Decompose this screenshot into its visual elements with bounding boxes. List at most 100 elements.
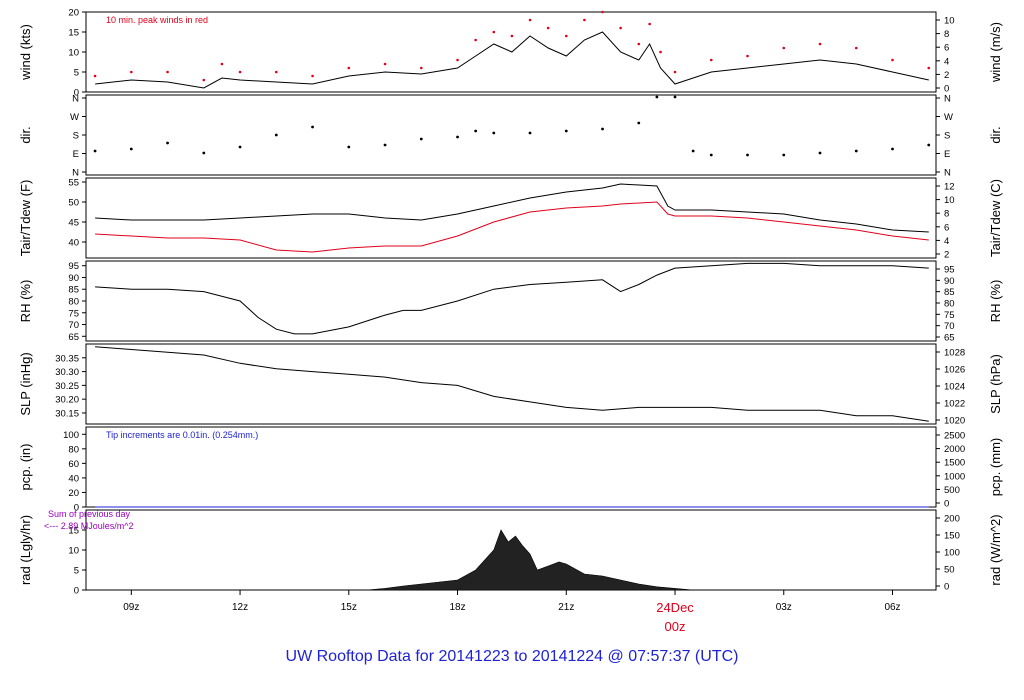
panel-frame xyxy=(85,260,937,342)
footer-title: UW Rooftop Data for 20141223 to 20141224… xyxy=(285,648,739,665)
direction-point xyxy=(383,143,387,147)
peak-wind-point xyxy=(637,42,641,46)
y-tick-label: 10 xyxy=(68,48,79,59)
direction-point xyxy=(311,125,314,129)
panel-frame xyxy=(85,343,937,425)
direction-point xyxy=(891,147,894,151)
x-tick-label: 06z xyxy=(884,602,900,613)
peak-wind-point xyxy=(202,78,206,82)
peak-wind-point xyxy=(927,66,931,70)
peak-wind-point xyxy=(238,70,242,74)
y-axis-label-right: pcp. (mm) xyxy=(988,438,1003,497)
y-tick-label: 30.25 xyxy=(55,381,79,392)
peak-wind-point xyxy=(709,58,713,62)
direction-point xyxy=(818,151,822,155)
y-tick-label: 75 xyxy=(68,308,79,319)
y-tick-label-right: 1028 xyxy=(944,348,965,359)
y-tick-label-right: 70 xyxy=(944,321,955,332)
y-axis-label-right: rad (W/m^2) xyxy=(988,514,1003,585)
y-tick-label: 30.15 xyxy=(55,408,79,419)
peak-wind-point xyxy=(419,66,423,70)
radiation-annotation: <--- 2.89 MJoules/m^2 xyxy=(44,521,134,531)
y-tick-label: 20 xyxy=(68,488,79,499)
x-tick-label: 21z xyxy=(558,602,574,613)
y-tick-label-right: 1022 xyxy=(944,399,965,410)
direction-point xyxy=(492,131,496,135)
y-tick-label: 55 xyxy=(68,178,79,189)
panel-wind: wind (kts) wind (m/s) 0 5 10 15 20 0 2 4 6 8 10 10 mi… xyxy=(18,8,1003,99)
peak-wind-point xyxy=(347,66,351,70)
y-tick-label: 40 xyxy=(68,238,79,249)
peak-wind-point xyxy=(492,30,496,34)
y-tick-label: 40 xyxy=(68,473,79,484)
y-tick-label-right: 50 xyxy=(944,565,955,576)
panel-pcp: pcp. (in) pcp. (mm)0204060801000500100015… xyxy=(18,426,1003,514)
peak-wind-point xyxy=(854,46,858,50)
y-tick-label: 20 xyxy=(68,8,79,19)
y-tick-label-right: 1000 xyxy=(944,471,965,482)
y-tick-label-right: 2500 xyxy=(944,431,965,442)
panel-rad: rad (Lgly/hr) rad (W/m^2)0510150501001502… xyxy=(18,509,1003,597)
y-tick-label-right: N xyxy=(944,94,951,105)
y-axis-label-right: Tair/Tdew (C) xyxy=(988,179,1003,257)
y-tick-label: 30.20 xyxy=(55,395,79,406)
x-midnight-date: 24Dec xyxy=(656,600,694,615)
y-tick-label-right: 85 xyxy=(944,287,955,298)
peak-wind-point xyxy=(546,26,550,30)
direction-point xyxy=(93,149,97,153)
y-tick-label: S xyxy=(73,131,79,142)
panel-annotation: Tip increments are 0.01in. (0.254mm.) xyxy=(106,430,258,440)
peak-wind-point xyxy=(93,74,97,78)
y-tick-label-right: E xyxy=(944,149,950,160)
peak-wind-point xyxy=(456,58,459,62)
x-tick-label: 12z xyxy=(232,602,248,613)
y-tick-label: 70 xyxy=(68,320,79,331)
y-tick-label-right: 0 xyxy=(944,84,949,95)
peak-wind-point xyxy=(746,54,749,58)
panel-frame xyxy=(85,177,937,259)
y-tick-label-right: 2 xyxy=(944,70,949,81)
y-axis-label: Tair/Tdew (F) xyxy=(18,180,33,257)
y-tick-label-right: 1026 xyxy=(944,365,965,376)
y-axis-label: RH (%) xyxy=(18,280,33,323)
direction-point xyxy=(854,149,858,153)
peak-wind-point xyxy=(130,70,133,74)
y-tick-label-right: 500 xyxy=(944,485,960,496)
panel-annotation: 10 min. peak winds in red xyxy=(106,15,208,25)
direction-point xyxy=(528,131,532,135)
peak-wind-point xyxy=(673,70,677,74)
direction-point xyxy=(709,153,713,157)
y-tick-label: 15 xyxy=(68,28,79,39)
x-tick-label: 15z xyxy=(341,602,357,613)
peak-wind-point xyxy=(648,22,651,26)
peak-wind-point xyxy=(601,10,604,14)
y-tick-label: 5 xyxy=(74,566,79,577)
y-axis-label: SLP (inHg) xyxy=(18,352,33,415)
x-tick-label: 18z xyxy=(449,602,465,613)
y-tick-label: 95 xyxy=(68,261,79,272)
peak-wind-point xyxy=(510,34,514,38)
direction-point xyxy=(166,141,169,145)
direction-point xyxy=(238,145,242,149)
y-tick-label-right: 6 xyxy=(944,222,949,233)
y-tick-label: 85 xyxy=(68,285,79,296)
y-tick-label-right: 10 xyxy=(944,16,955,27)
direction-point xyxy=(347,145,351,149)
peak-wind-point xyxy=(474,38,477,42)
peak-wind-point xyxy=(583,18,586,22)
y-tick-label: 30.30 xyxy=(55,367,79,378)
y-tick-label-right: 80 xyxy=(944,299,955,310)
y-axis-label: rad (Lgly/hr) xyxy=(18,515,33,585)
direction-point xyxy=(564,129,568,133)
y-tick-label: 90 xyxy=(68,273,79,284)
peak-wind-point xyxy=(782,46,786,50)
direction-point xyxy=(927,143,931,147)
peak-wind-point xyxy=(311,74,314,78)
y-tick-label-right: 2000 xyxy=(944,444,965,455)
direction-point xyxy=(637,121,641,125)
series-line xyxy=(95,201,929,253)
y-axis-label: pcp. (in) xyxy=(18,444,33,491)
